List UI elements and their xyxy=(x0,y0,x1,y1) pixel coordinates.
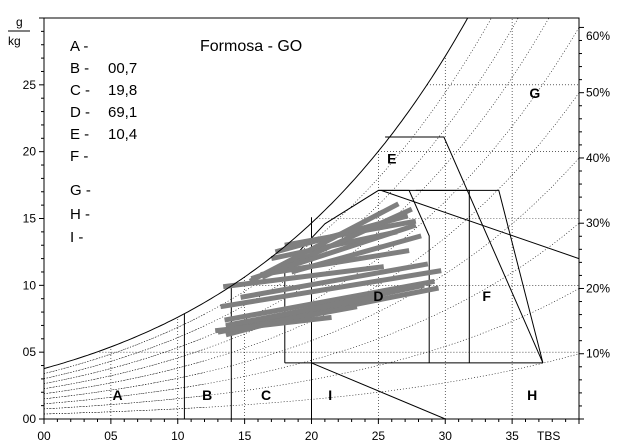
rh-tick-label: 60% xyxy=(586,29,610,43)
legend-key-h: H - xyxy=(70,206,90,223)
zone-label-c: C xyxy=(261,387,271,403)
rh-tick-label: 10% xyxy=(586,347,610,361)
rh-curve-detail xyxy=(44,313,205,374)
y-tick-labels: 00 05 10 15 20 25 xyxy=(23,78,37,426)
zone-label-b: B xyxy=(202,387,212,403)
x-tick-label: 00 xyxy=(37,429,51,443)
x-tick-label: 25 xyxy=(372,429,386,443)
zone-label-g: G xyxy=(529,85,540,101)
zone-boundary xyxy=(311,362,446,419)
y-tick-label: 05 xyxy=(23,345,37,359)
zone-boundary xyxy=(415,189,470,363)
climate-data-bars xyxy=(214,201,442,338)
x-axis-label: TBS xyxy=(537,429,560,443)
rh-tick-label: 30% xyxy=(586,216,610,230)
climate-bar xyxy=(240,261,429,300)
climate-bar xyxy=(220,268,442,310)
legend-key-b: B - xyxy=(70,60,89,77)
y-tick-label: 15 xyxy=(23,212,37,226)
climate-bar xyxy=(222,264,385,290)
zone-label-i: I xyxy=(328,387,332,403)
climate-bar xyxy=(214,314,332,334)
x-tick-label: 35 xyxy=(505,429,519,443)
legend-key-c: C - xyxy=(70,82,90,99)
zone-label-a: A xyxy=(113,387,123,403)
y-tick-label: 20 xyxy=(23,145,37,159)
zone-label-h: H xyxy=(527,387,537,403)
x-tick-labels: 00 05 10 15 20 25 30 35 xyxy=(37,429,519,443)
rh-curve-detail xyxy=(44,337,205,384)
zone-label-f: F xyxy=(482,288,491,304)
rh-curve-detail xyxy=(44,372,205,400)
x-tick-label: 05 xyxy=(104,429,118,443)
climate-bar xyxy=(225,294,373,328)
climate-bar xyxy=(224,278,436,323)
chart-title: Formosa - GO xyxy=(200,38,302,55)
zone-label-d: D xyxy=(373,288,383,304)
unit-label-bottom: kg xyxy=(8,34,21,48)
legend-key-g: G - xyxy=(70,182,91,199)
dotted-grid xyxy=(44,18,579,419)
legend-key-e: E - xyxy=(70,126,89,143)
saturation-line xyxy=(44,18,469,370)
legend-key-a: A - xyxy=(70,38,88,55)
legend-value-e: 10,4 xyxy=(108,126,137,143)
zone-labels: A B C D E F G H I xyxy=(113,85,541,403)
rh-tick-label: 20% xyxy=(586,281,610,295)
zone-boundary xyxy=(385,136,544,364)
unit-label: g kg xyxy=(8,15,30,48)
x-tick-label: 10 xyxy=(171,429,185,443)
legend-value-d: 69,1 xyxy=(108,104,137,121)
y-tick-label: 25 xyxy=(23,78,37,92)
rh-tick-label: 40% xyxy=(586,151,610,165)
rh-curve-detail xyxy=(44,383,205,405)
y-tick-label: 10 xyxy=(23,278,37,292)
x-tick-label: 20 xyxy=(305,429,319,443)
x-tick-label: 15 xyxy=(238,429,252,443)
climate-bar xyxy=(284,218,417,248)
saturation-curve xyxy=(44,18,469,370)
rh-tick-labels: 10% 20% 30% 40% 50% 60% xyxy=(586,29,610,361)
climate-bar xyxy=(260,248,410,278)
rh-curve-detail xyxy=(44,325,205,379)
zone-label-e: E xyxy=(387,150,396,166)
axis-ticks xyxy=(39,17,584,424)
legend-value-c: 19,8 xyxy=(108,82,137,99)
zone-boundary xyxy=(380,189,579,260)
legend-key-f: F - xyxy=(70,148,88,165)
climate-bar xyxy=(248,201,400,284)
y-tick-label: 00 xyxy=(23,412,37,426)
rh-curve-detail xyxy=(44,407,205,415)
rh-tick-label: 50% xyxy=(586,86,610,100)
legend-key-d: D - xyxy=(70,104,90,121)
x-tick-label: 30 xyxy=(439,429,453,443)
unit-label-top: g xyxy=(16,15,23,29)
legend: A - B - 00,7 C - 19,8 D - 69,1 E - 10,4 … xyxy=(70,38,137,246)
rh-curve-30 xyxy=(44,222,579,405)
legend-key-i: I - xyxy=(70,229,83,246)
rh-curve-detail xyxy=(44,395,205,410)
legend-value-b: 00,7 xyxy=(108,60,137,77)
